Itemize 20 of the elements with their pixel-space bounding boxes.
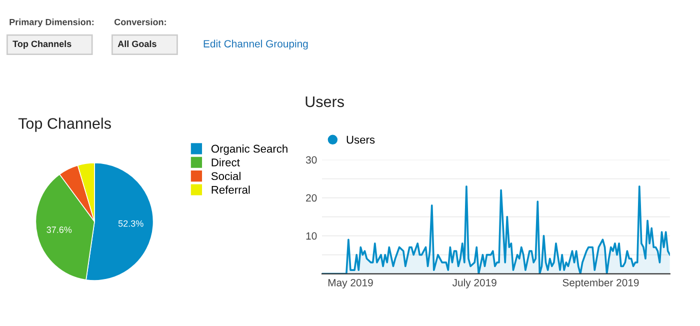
data-label: 37.6%	[46, 226, 72, 233]
legend-label: Social	[211, 172, 240, 180]
text: Edit Channel Grouping	[204, 40, 308, 50]
data-label: 52.3%	[118, 220, 144, 227]
y-tick-label: 10	[306, 232, 317, 240]
legend-label: Organic Search	[211, 144, 288, 155]
y-tick-label: 30	[306, 156, 317, 164]
text: Top Channels	[12, 40, 72, 49]
x-tick-label: September 2019	[562, 278, 639, 288]
legend-label: Referral	[212, 186, 250, 194]
x-tick-label: July 2019	[452, 278, 496, 288]
text: Conversion:	[114, 18, 166, 26]
text: Primary Dimension:	[10, 18, 94, 28]
text: All Goals	[118, 40, 156, 48]
legend-label: Direct	[212, 158, 240, 166]
legend-label: Users	[346, 136, 375, 144]
chart-title: Top Channels	[18, 118, 111, 132]
x-tick-label: May 2019	[328, 278, 373, 288]
chart-title: Users	[306, 96, 344, 108]
y-tick-label: 20	[306, 194, 317, 202]
